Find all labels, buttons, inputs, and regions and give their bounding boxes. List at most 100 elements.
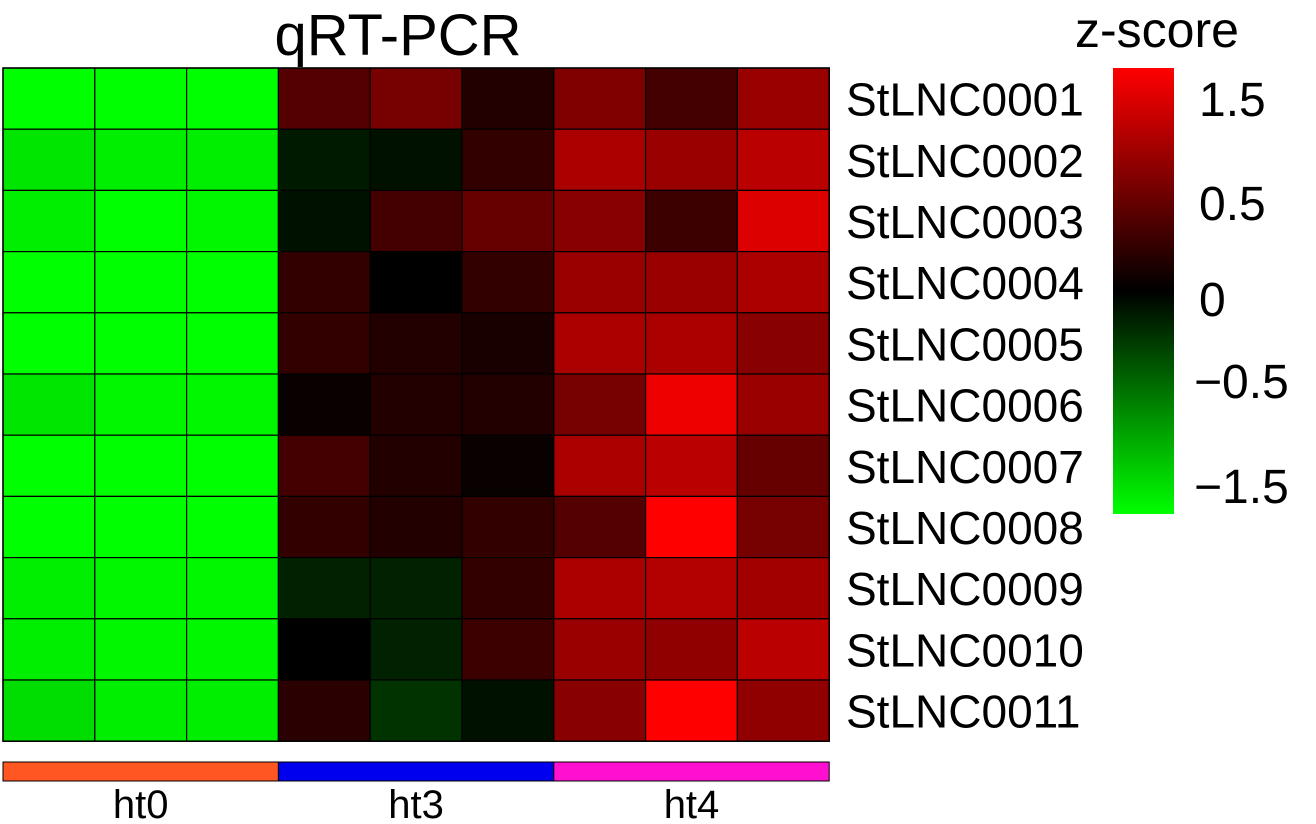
heatmap-cell xyxy=(94,128,188,191)
heatmap-cell xyxy=(277,128,371,191)
heatmap-cell xyxy=(2,618,96,681)
heatmap-cell xyxy=(369,556,463,620)
chart-title: qRT-PCR xyxy=(274,3,521,68)
heatmap-cell xyxy=(186,312,280,375)
row-label: StLNC0005 xyxy=(846,318,1084,370)
heatmap-cell xyxy=(369,189,463,253)
heatmap-cell xyxy=(736,128,830,191)
heatmap-cell xyxy=(461,556,555,620)
heatmap-cell xyxy=(277,679,371,742)
heatmap-cell xyxy=(461,373,555,436)
heatmap-cell xyxy=(186,128,280,191)
row-labels: StLNC0001 StLNC0002 StLNC0003 StLNC0004 StLN… xyxy=(846,74,1084,738)
colorbar-tick-label: 0.5 xyxy=(1199,178,1266,231)
heatmap-cell xyxy=(736,251,830,314)
heatmap-cell xyxy=(277,556,371,620)
heatmap-cell xyxy=(644,373,738,436)
heatmap-cell xyxy=(369,679,463,742)
heatmap-cell xyxy=(94,556,188,620)
heatmap-cell xyxy=(644,495,738,559)
heatmap-cell xyxy=(461,128,555,191)
heatmap-cell xyxy=(461,618,555,681)
heatmap-cell xyxy=(186,189,280,253)
heatmap-cell xyxy=(369,618,463,681)
heatmap-cell xyxy=(736,189,830,253)
heatmap-cell xyxy=(94,312,188,375)
heatmap-cell xyxy=(553,67,647,130)
heatmap-cell xyxy=(369,495,463,559)
heatmap-cell xyxy=(2,434,96,498)
row-label: StLNC0001 xyxy=(846,74,1084,126)
heatmap-cell xyxy=(2,373,96,436)
heatmap-cell xyxy=(277,312,371,375)
row-label: StLNC0008 xyxy=(846,502,1084,554)
heatmap-cell xyxy=(461,679,555,742)
heatmap-cell xyxy=(736,373,830,436)
heatmap-cell xyxy=(644,189,738,253)
heatmap-cell xyxy=(644,556,738,620)
group-label: ht3 xyxy=(388,783,444,824)
heatmap-cell xyxy=(736,312,830,375)
heatmap-cell xyxy=(553,618,647,681)
heatmap-cell xyxy=(2,312,96,375)
heatmap-cell xyxy=(277,373,371,436)
heatmap-cell xyxy=(644,679,738,742)
heatmap-cell xyxy=(736,495,830,559)
row-label: StLNC0006 xyxy=(846,380,1084,432)
heatmap-cell xyxy=(369,67,463,130)
heatmap-cell xyxy=(94,373,188,436)
colorbar-ticks: 1.5 0.5 0 −0.5 −1.5 xyxy=(1194,74,1289,514)
colorbar-tick-label: −0.5 xyxy=(1194,356,1289,409)
row-label: StLNC0010 xyxy=(846,624,1084,676)
heatmap-cell xyxy=(277,434,371,498)
heatmap-cell xyxy=(186,495,280,559)
heatmap-cell xyxy=(553,251,647,314)
heatmap-cell xyxy=(553,128,647,191)
colorbar-tick-label: 0 xyxy=(1199,274,1226,327)
heatmap-cell xyxy=(461,434,555,498)
heatmap-cell xyxy=(461,67,555,130)
heatmap-cell xyxy=(644,618,738,681)
row-label: StLNC0004 xyxy=(846,257,1084,309)
heatmap-cell xyxy=(2,495,96,559)
heatmap-cell xyxy=(2,556,96,620)
row-label: StLNC0009 xyxy=(846,563,1084,615)
heatmap-cell xyxy=(369,128,463,191)
heatmap-cell xyxy=(186,556,280,620)
heatmap-cell xyxy=(736,67,830,130)
heatmap-cell xyxy=(277,495,371,559)
heatmap-cell xyxy=(553,556,647,620)
heatmap-cell xyxy=(736,434,830,498)
heatmap-cell xyxy=(277,67,371,130)
heatmap-cell xyxy=(736,679,830,742)
heatmap-cell xyxy=(369,373,463,436)
heatmap-cell xyxy=(644,312,738,375)
heatmap-cell xyxy=(186,251,280,314)
group-labels: ht0 ht3 ht4 xyxy=(113,783,719,824)
heatmap-cell xyxy=(553,434,647,498)
group-bar-segment xyxy=(277,761,555,782)
group-label: ht4 xyxy=(664,783,720,824)
heatmap-cell xyxy=(277,189,371,253)
heatmap-cell xyxy=(369,434,463,498)
colorbar-title: z-score xyxy=(1075,2,1239,58)
group-bar xyxy=(2,761,830,782)
heatmap-cell xyxy=(94,618,188,681)
heatmap-cell xyxy=(186,67,280,130)
heatmap-cell xyxy=(94,67,188,130)
heatmap-cell xyxy=(186,434,280,498)
group-bar-segment xyxy=(553,761,830,782)
heatmap-cell xyxy=(736,618,830,681)
heatmap-cell xyxy=(369,251,463,314)
colorbar-tick-label: −1.5 xyxy=(1194,461,1289,514)
heatmap-cell xyxy=(644,434,738,498)
heatmap-cells xyxy=(2,67,830,742)
colorbar xyxy=(1113,68,1174,514)
heatmap-cell xyxy=(2,128,96,191)
heatmap-cell xyxy=(369,312,463,375)
heatmap-cell xyxy=(2,189,96,253)
heatmap-cell xyxy=(461,251,555,314)
row-label: StLNC0011 xyxy=(846,686,1080,738)
row-label: StLNC0002 xyxy=(846,135,1084,187)
